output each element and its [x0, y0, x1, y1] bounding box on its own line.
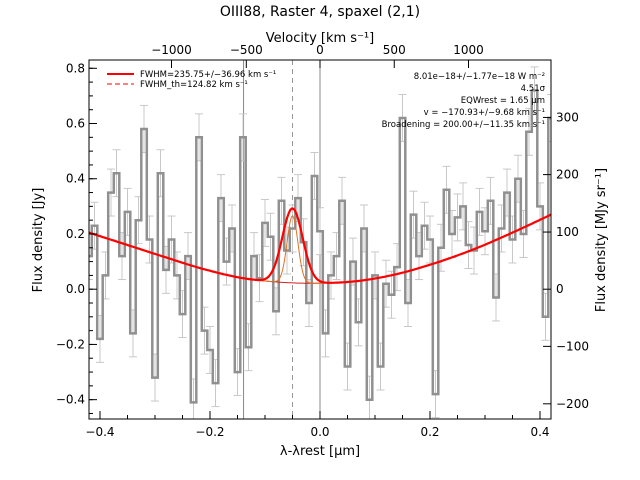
x-tick-label: 0.2: [420, 425, 439, 439]
x-tick-label: 0.4: [530, 425, 549, 439]
plot-area: [89, 66, 551, 419]
annotation-0: 8.01e−18+/−1.77e−18 W m⁻²: [414, 72, 545, 82]
top-tick-label: −500: [230, 43, 263, 57]
annotation-4: Broadening = 200.00+/−11.35 km s⁻¹: [382, 120, 545, 130]
top-tick-label: −1000: [151, 43, 192, 57]
top-x-axis-label: Velocity [km s⁻¹]: [266, 31, 374, 46]
y-tick-label: 0.0: [66, 282, 85, 296]
right-y-axis-label: Flux density [MJy sr⁻¹]: [594, 168, 609, 312]
y-axis-label: Flux density [Jy]: [31, 188, 46, 293]
y-tick-label: 0.4: [66, 172, 85, 186]
fit-thermal-profile: [248, 215, 336, 284]
right-tick-label: −200: [556, 397, 589, 411]
x-axis-label: λ-λrest [μm]: [280, 444, 360, 459]
right-tick-label: 300: [556, 110, 579, 124]
legend-label-1: FWHM_th=124.82 km s⁻¹: [140, 80, 248, 90]
y-tick-label: 0.6: [66, 117, 85, 131]
data-series-step: [89, 89, 551, 404]
chart-title: OIII88, Raster 4, spaxel (2,1): [220, 4, 420, 20]
annotation-2: EQWrest = 1.65 μm: [461, 96, 545, 106]
fit-curve: [89, 207, 551, 284]
right-tick-label: 0: [556, 282, 564, 296]
y-tick-label: −0.4: [56, 393, 85, 407]
legend-label-0: FWHM=235.75+/−36.96 km s⁻¹: [140, 70, 276, 80]
annotation-3: v = −170.93+/−9.68 km s⁻¹: [424, 108, 545, 118]
x-tick-label: −0.4: [85, 425, 114, 439]
x-tick-label: −0.2: [195, 425, 224, 439]
y-tick-label: 0.2: [66, 227, 85, 241]
top-tick-label: 500: [383, 43, 406, 57]
y-tick-label: −0.2: [56, 337, 85, 351]
top-tick-label: 1000: [453, 43, 484, 57]
top-tick-label: 0: [316, 43, 324, 57]
right-tick-label: 100: [556, 225, 579, 239]
annotation-1: 4.51σ: [521, 84, 546, 94]
x-tick-label: 0.0: [310, 425, 329, 439]
right-tick-label: 200: [556, 168, 579, 182]
right-tick-label: −100: [556, 339, 589, 353]
y-tick-label: 0.8: [66, 61, 85, 75]
